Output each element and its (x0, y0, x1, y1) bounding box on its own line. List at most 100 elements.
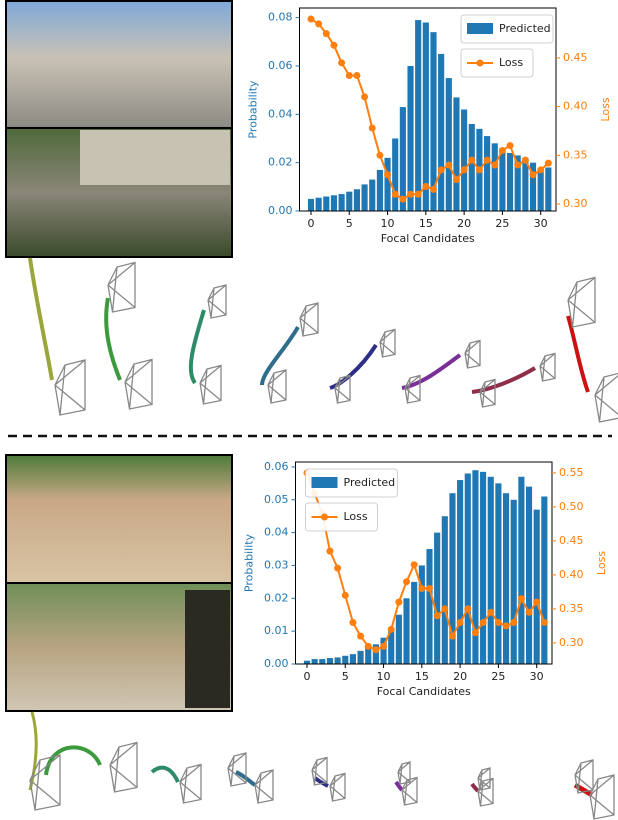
bar (395, 614, 402, 664)
bar (461, 109, 468, 211)
blur (185, 590, 230, 708)
bar (403, 598, 410, 664)
loss-marker (384, 171, 392, 179)
loss-marker (479, 619, 487, 627)
loss-marker (349, 619, 357, 627)
loss-marker (361, 93, 369, 101)
bar (541, 496, 548, 664)
y2-tick-label: 0.55 (559, 466, 584, 479)
x-tick-label: 5 (346, 217, 353, 230)
loss-marker (544, 159, 552, 167)
legend-box (460, 14, 554, 44)
y2-tick-label: 0.30 (559, 636, 584, 649)
camera-frustum (124, 358, 153, 410)
loss-marker (334, 564, 342, 572)
loss-marker (345, 71, 353, 79)
bar (388, 627, 395, 664)
bar (480, 471, 487, 664)
camera-frustum (107, 261, 136, 313)
loss-marker (407, 190, 415, 198)
camera-frustum (464, 339, 481, 369)
loss-marker (441, 605, 449, 613)
bar (342, 655, 349, 664)
photo (5, 0, 233, 129)
y-tick-label: 0.08 (268, 11, 293, 24)
legend-box (460, 48, 534, 78)
bar (491, 143, 498, 211)
bar (537, 169, 544, 211)
y2-tick-label: 0.35 (563, 148, 588, 161)
x-tick-label: 10 (381, 217, 395, 230)
loss-marker (502, 622, 510, 630)
bar (533, 509, 540, 664)
axes-frame (295, 461, 553, 665)
bar (357, 650, 364, 664)
legend-label: Loss (344, 510, 368, 523)
loss-marker (540, 619, 548, 627)
loss-marker (498, 146, 506, 154)
bar (522, 157, 529, 211)
camera-frustum (404, 374, 421, 404)
camera-frustum (207, 284, 227, 319)
x-tick-label: 25 (495, 217, 509, 230)
loss-marker (471, 629, 479, 637)
y-axis-label: Probability (243, 533, 256, 592)
loss-marker (425, 585, 433, 593)
loss-marker (537, 166, 545, 174)
bar (430, 32, 437, 211)
camera-frustum (397, 761, 411, 785)
camera-frustum (267, 369, 287, 404)
bar (411, 581, 418, 664)
bar (484, 136, 491, 211)
y-tick-label: 0.00 (268, 204, 293, 217)
x-tick-label: 5 (342, 670, 349, 683)
bar (330, 195, 338, 211)
y-tick-label: 0.06 (264, 460, 289, 473)
loss-marker (403, 578, 411, 586)
loss-marker (456, 619, 464, 627)
legend-marker (321, 513, 328, 521)
loss-marker (418, 585, 426, 593)
photos (5, 0, 233, 712)
loss-marker (464, 605, 472, 613)
trajectory (260, 326, 300, 386)
y-tick-label: 0.03 (264, 558, 289, 571)
bar (449, 493, 456, 664)
loss-marker (368, 124, 376, 132)
x-axis-label: Focal Candidates (381, 232, 475, 245)
camera-frustum (329, 772, 346, 802)
loss-marker (387, 625, 395, 633)
loss-marker (475, 166, 483, 174)
loss-marker (494, 619, 502, 627)
loss-marker (521, 156, 529, 164)
bar (372, 644, 379, 664)
bar (353, 189, 360, 211)
photo (5, 454, 233, 584)
loss-marker (483, 156, 491, 164)
y-tick-label: 0.06 (268, 59, 293, 72)
bar (307, 198, 315, 211)
y2-tick-label: 0.35 (559, 602, 584, 615)
trajectory (313, 776, 329, 788)
bar (334, 657, 341, 664)
bar (380, 637, 387, 664)
camera-frustum (179, 763, 202, 804)
bar (468, 124, 475, 211)
bar (346, 191, 353, 211)
trajectory (470, 782, 480, 793)
bar (502, 493, 510, 664)
loss-marker (468, 156, 476, 164)
loss-marker (376, 151, 384, 159)
loss-marker (445, 161, 453, 169)
camera-frustum (594, 372, 618, 423)
loss-marker (395, 598, 403, 606)
bar (361, 184, 368, 211)
loss-marker (514, 161, 522, 169)
y-tick-label: 0.00 (264, 657, 289, 670)
loss-marker (307, 15, 315, 23)
y2-tick-label: 0.45 (559, 534, 584, 547)
loss-marker (437, 166, 445, 174)
bar (495, 483, 502, 664)
bar (510, 499, 517, 664)
